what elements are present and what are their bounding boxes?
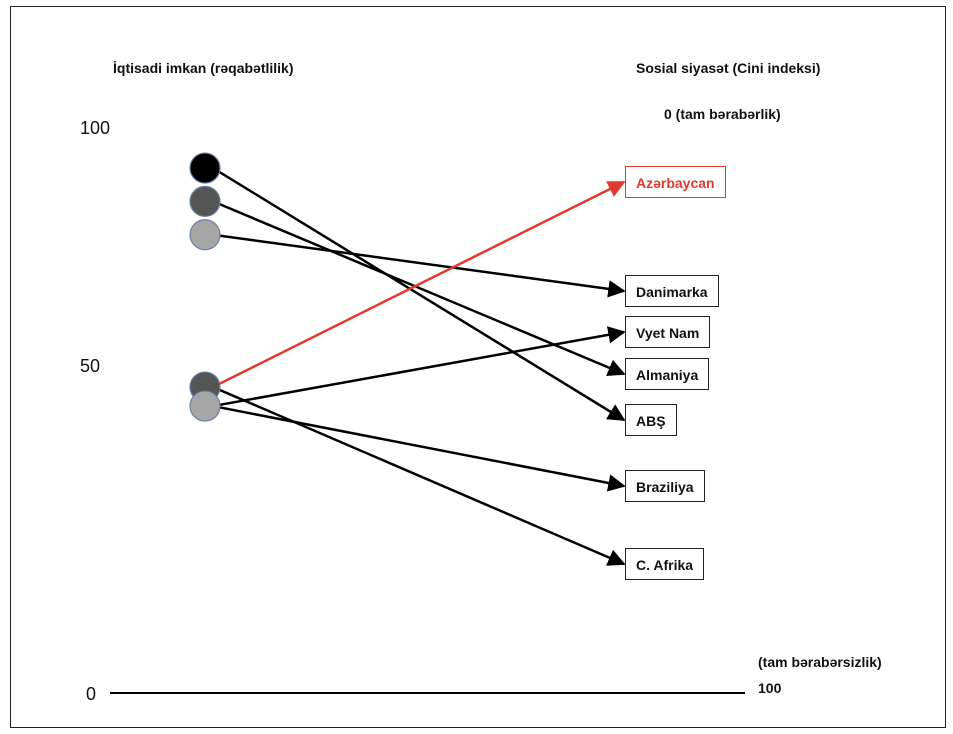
link-n4-cafrika — [212, 385, 626, 566]
link-n1-abs — [212, 167, 626, 422]
diagram-frame — [10, 6, 946, 728]
country-label-almaniya: Almaniya — [625, 358, 710, 390]
country-label-danimarka: Danimarka — [625, 275, 719, 307]
country-label-abs: ABŞ — [625, 404, 677, 436]
tick-label-50: 50 — [80, 356, 101, 376]
tick-label-100: 100 — [80, 118, 111, 138]
right-axis-bottom-value: 100 — [758, 680, 782, 696]
country-label-cafrika: C. Afrika — [625, 548, 705, 580]
node-n5 — [189, 390, 221, 422]
node-n3 — [189, 219, 221, 251]
link-n5-braziliya — [212, 404, 626, 492]
link-n2-almaniya — [212, 200, 626, 376]
left-axis-title: İqtisadi imkan (rəqabətlilik) — [113, 60, 294, 76]
nodes-layer — [189, 152, 221, 422]
link-n3-danimarka — [212, 233, 626, 298]
country-label-azerbaycan: Azərbaycan — [625, 166, 726, 198]
node-n2 — [189, 185, 221, 217]
right-axis-bottom-note: (tam bərabərsizlik) — [758, 654, 882, 670]
link-n5-vyetnam — [212, 326, 626, 408]
right-axis-top-note: 0 (tam bərabərlik) — [664, 106, 781, 122]
links-layer — [212, 167, 626, 566]
node-n1 — [189, 152, 221, 184]
right-axis-title: Sosial siyasət (Cini indeksi) — [636, 60, 821, 76]
link-n4-azerbaycan — [212, 180, 626, 389]
tick-label-0: 0 — [86, 684, 97, 704]
country-label-vyetnam: Vyet Nam — [625, 316, 711, 348]
country-label-braziliya: Braziliya — [625, 470, 705, 502]
